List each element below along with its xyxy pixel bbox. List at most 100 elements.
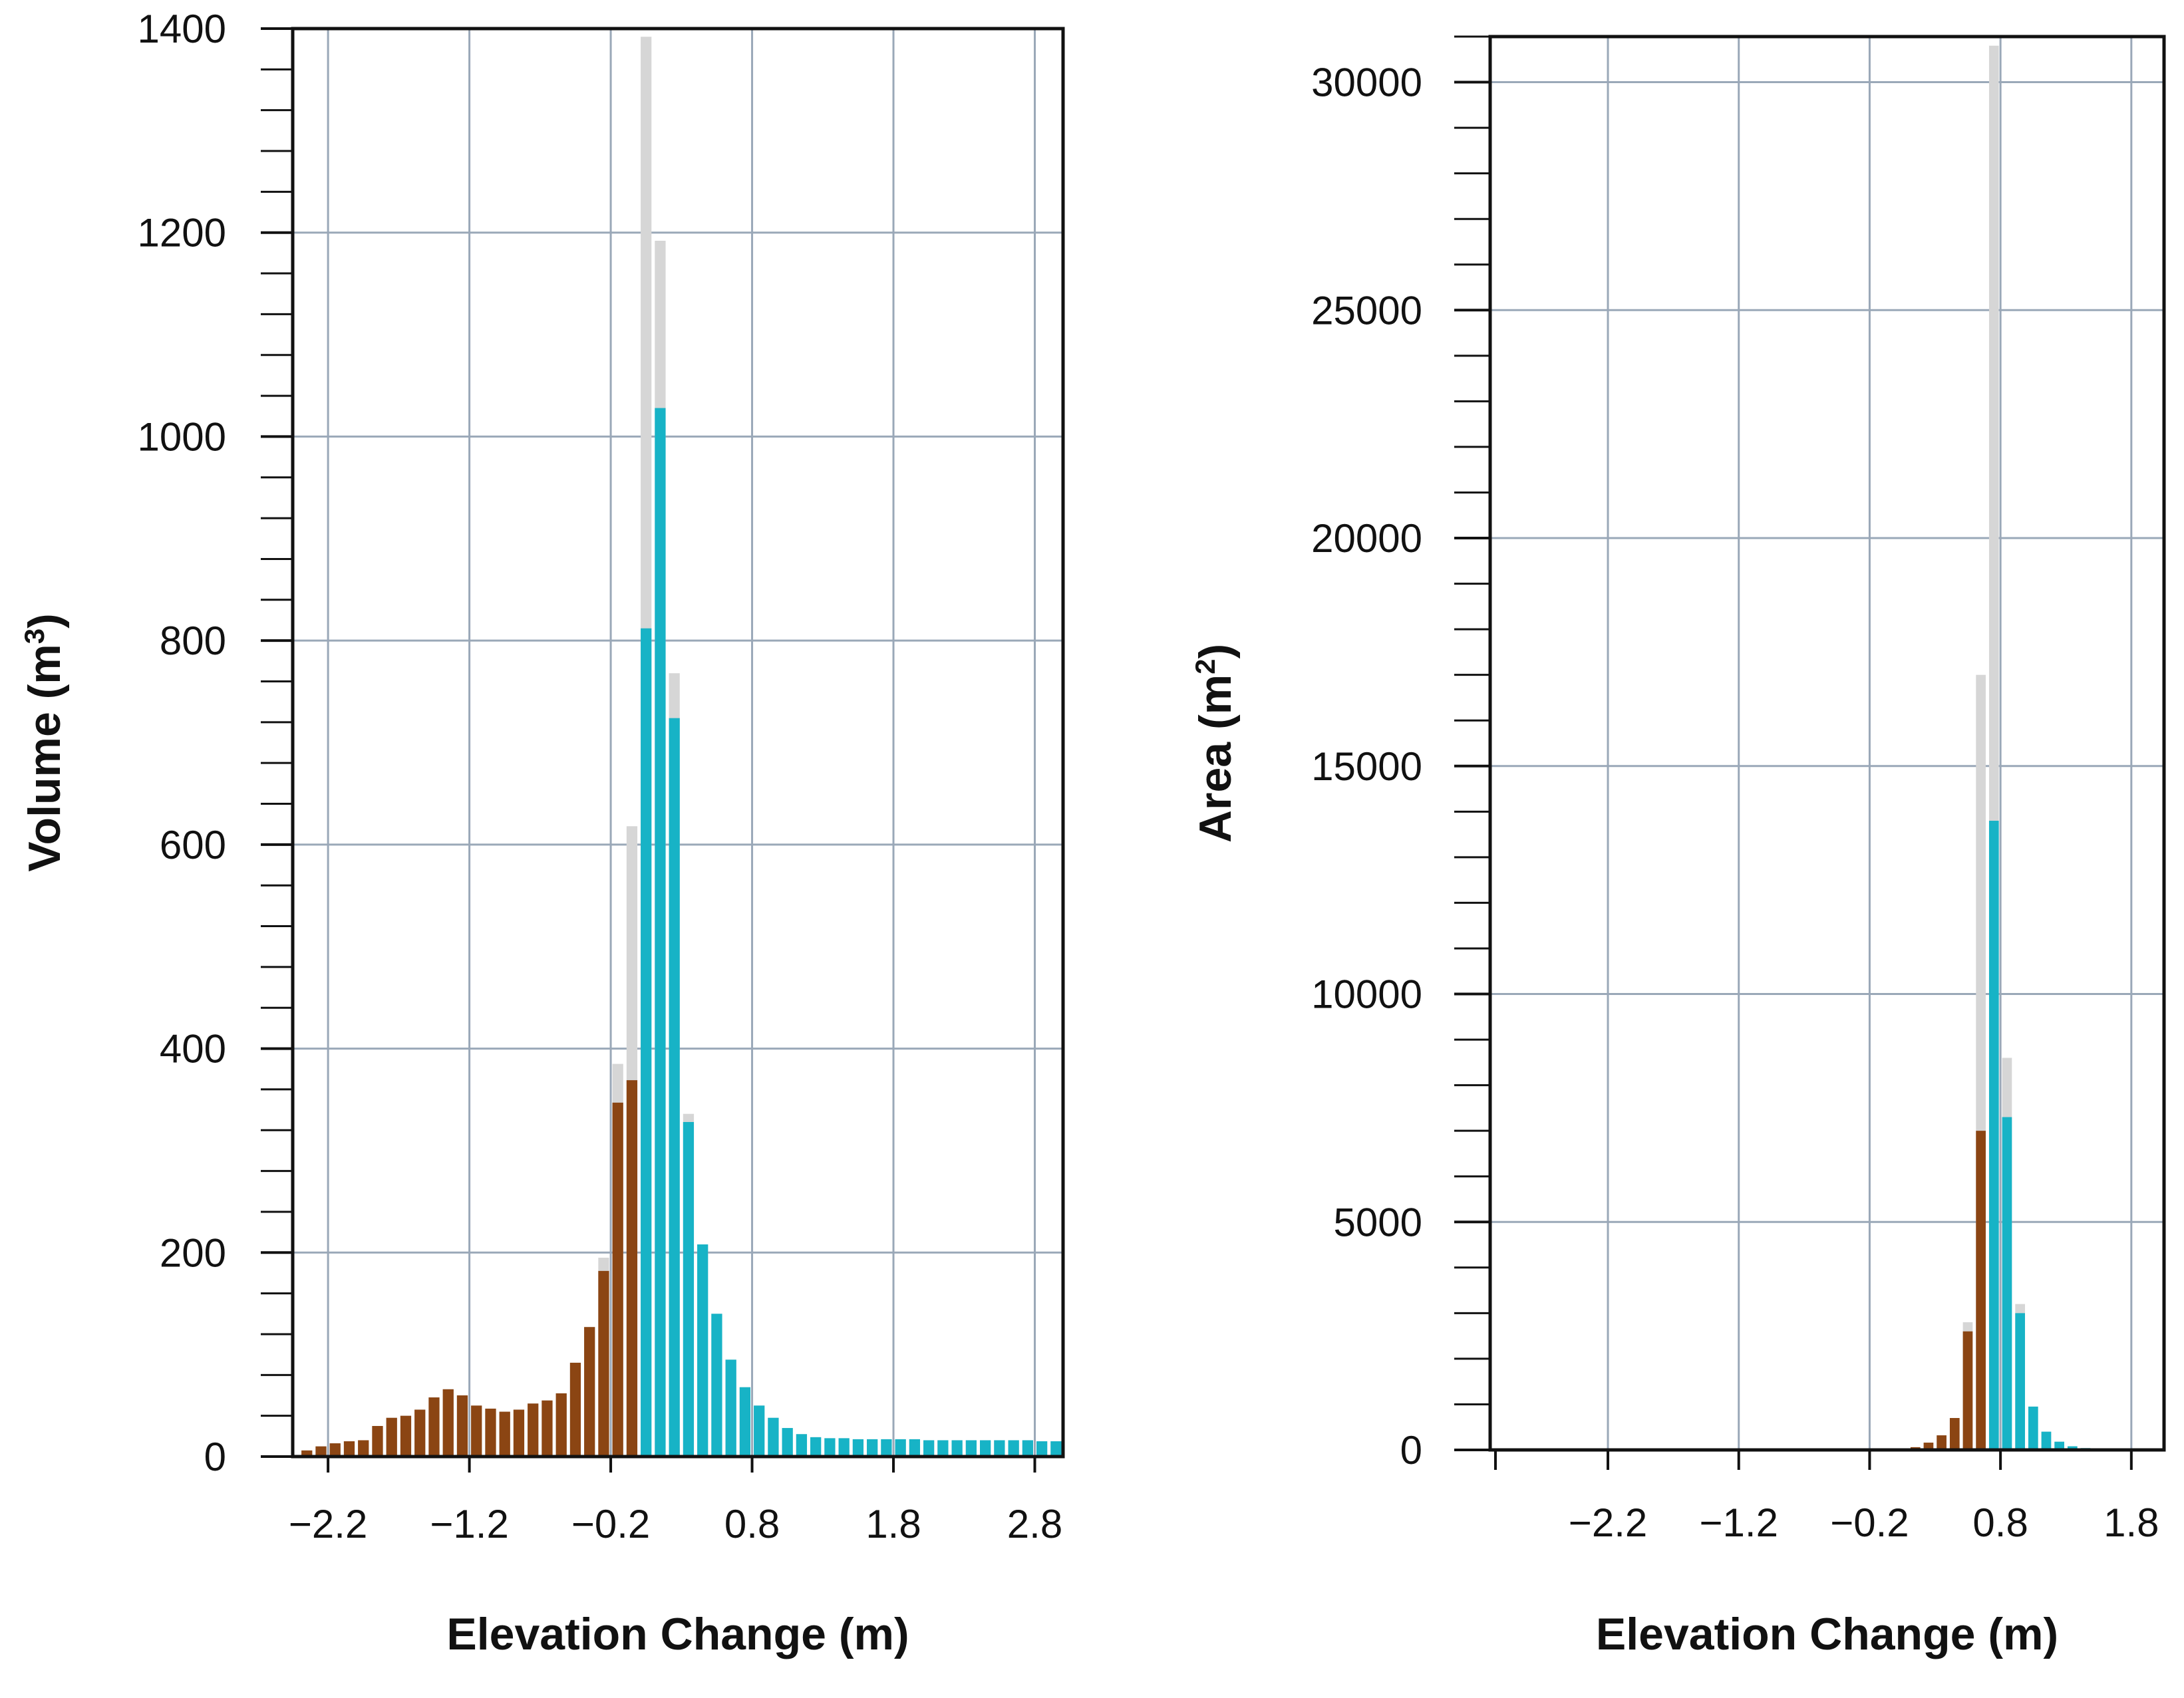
bar-erosion [555,1393,567,1457]
bar-deposition [895,1439,906,1457]
y-tick-label: 30000 [1311,61,1422,105]
bar-deposition [923,1440,935,1457]
y-tick-label: 400 [160,1027,226,1071]
x-axis: −2.2 −1.2 −0.2 0.8 1.8 2.8 [289,1457,1062,1546]
bar-deposition [739,1387,751,1457]
y-axis: 0 200 400 600 800 1000 1200 1400 [138,7,293,1479]
y-axis: 0 5000 10000 15000 20000 25000 30000 [1311,35,1490,1473]
bar-erosion [542,1400,553,1457]
bar-deposition [951,1440,963,1457]
y-tick-label: 5000 [1334,1200,1422,1244]
bar-deposition [937,1440,949,1457]
bar-erosion [499,1411,510,1457]
bar-deposition [754,1405,765,1457]
bar-deposition [838,1438,850,1457]
x-tick-label: −2.2 [1569,1500,1647,1545]
volume-histogram: 0 200 400 600 800 1000 1200 1400 −2.2 −1.2 −0.2 0.8… [19,7,1065,1659]
bar-series-erosion [301,1080,638,1457]
bar-series-deposition [641,408,1062,1457]
x-tick-label: 2.8 [1007,1502,1062,1546]
bar-erosion [456,1395,468,1457]
bar-deposition [867,1439,878,1457]
bar-deposition [1988,821,1999,1450]
bar-deposition [2028,1406,2038,1450]
bar-deposition [669,718,680,1457]
y-tick-label: 10000 [1311,972,1422,1017]
bar-deposition [965,1440,977,1457]
bar-deposition [2067,1446,2078,1450]
y-tick-label: 20000 [1311,516,1422,561]
bar-deposition [697,1244,708,1457]
bar-erosion [358,1440,369,1457]
bar-erosion [612,1102,623,1457]
bar-erosion [485,1408,496,1457]
bar-series-deposition [1988,821,2104,1450]
x-tick-label: −1.2 [1700,1500,1778,1545]
y-tick-label: 0 [1400,1428,1422,1473]
bar-erosion [1976,1131,1986,1450]
bar-erosion [400,1415,412,1457]
bar-erosion [626,1080,638,1457]
bar-erosion [315,1446,327,1457]
bar-erosion [528,1403,539,1457]
bar-erosion [1923,1443,1934,1450]
y-axis-title: Area (m2) [1189,644,1241,843]
x-tick-label: 1.8 [865,1502,921,1546]
bar-deposition [824,1438,836,1457]
bar-erosion [1962,1331,1973,1450]
bar-erosion [414,1409,426,1457]
bar-deposition [796,1434,808,1457]
bar-deposition [711,1314,722,1457]
bar-deposition [1036,1441,1048,1457]
bar-deposition [2015,1313,2025,1450]
y-axis-title: Volume (m3) [19,613,70,872]
x-tick-label: 1.8 [2104,1500,2159,1545]
bar-deposition [641,628,652,1457]
bar-erosion [343,1441,355,1457]
x-tick-label: −0.2 [571,1502,650,1546]
y-tick-label: 800 [160,619,226,663]
x-axis-title: Elevation Change (m) [1596,1609,2058,1659]
bar-erosion [598,1270,609,1457]
bar-erosion [329,1443,341,1457]
plot-frame [1488,35,2166,1452]
y-tick-label: 200 [160,1230,226,1275]
y-tick-label: 600 [160,823,226,867]
bar-erosion [584,1327,595,1457]
y-tick-label: 0 [204,1435,226,1479]
bar-erosion [428,1397,440,1457]
bar-deposition [852,1439,864,1457]
y-tick-label: 25000 [1311,288,1422,333]
plot-frame [291,27,1065,1459]
bar-deposition [2041,1431,2052,1450]
bar-series-erosion [1897,1131,1986,1450]
y-tick-label: 1000 [138,414,226,459]
bar-erosion [569,1362,581,1457]
bar-erosion [513,1409,525,1457]
bar-deposition [2002,1117,2012,1450]
bar-deposition [980,1440,991,1457]
bar-series-group [1897,45,2104,1450]
bar-deposition [994,1440,1005,1457]
bar-deposition [655,408,666,1457]
bar-deposition [909,1439,921,1457]
bar-deposition [810,1437,822,1457]
x-axis-title: Elevation Change (m) [446,1609,909,1659]
bar-erosion [372,1425,383,1457]
bar-erosion [1937,1435,1947,1450]
bar-deposition [1008,1440,1019,1457]
y-tick-label: 15000 [1311,744,1422,789]
bar-deposition [683,1121,695,1457]
x-tick-label: −0.2 [1830,1500,1909,1545]
x-axis: −2.2 −1.2 −0.2 0.8 1.8 [1494,1450,2159,1545]
bar-erosion [1949,1418,1960,1450]
bar-deposition [725,1359,736,1457]
x-tick-label: 0.8 [1972,1500,2028,1545]
bar-deposition [1050,1441,1062,1457]
bar-erosion [301,1450,313,1457]
bar-deposition [768,1417,779,1457]
bar-deposition [782,1428,793,1457]
bar-erosion [471,1405,482,1457]
